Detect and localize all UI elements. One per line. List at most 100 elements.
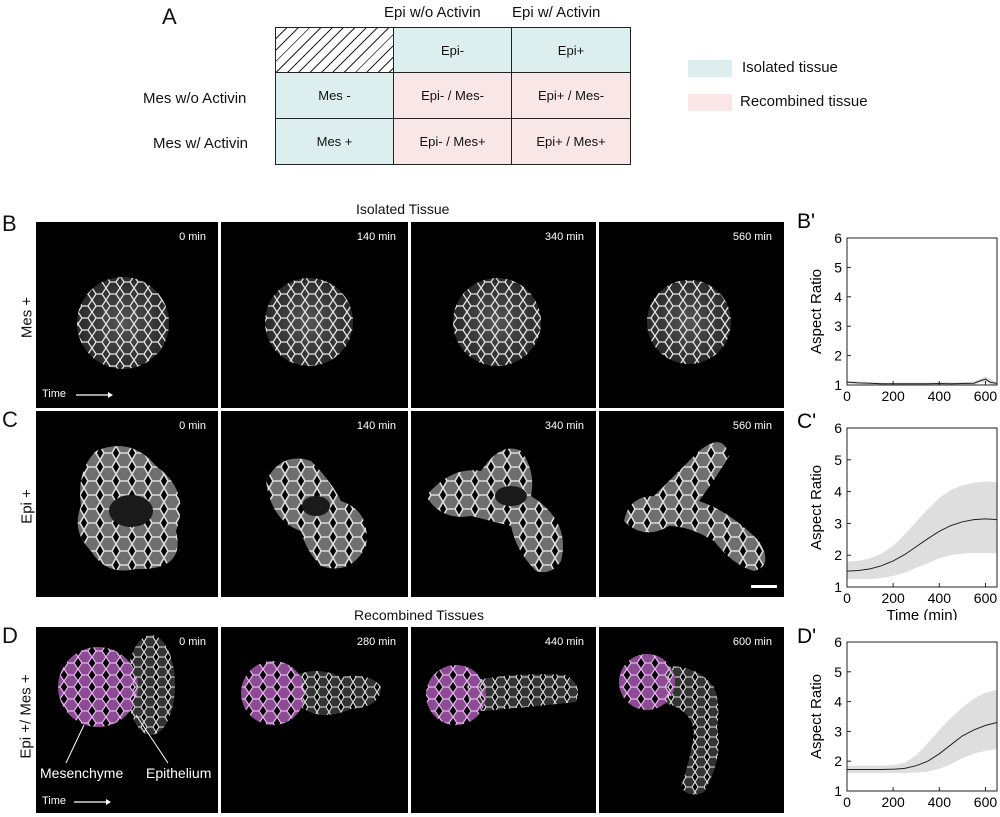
time-label-c0: 0 min [179, 420, 206, 432]
x-tick-label: 600 [974, 794, 998, 810]
y-tick-label: 1 [834, 783, 842, 799]
cell-epi-minus-mes-plus: Epi- / Mes+ [394, 119, 512, 165]
tissue-sphere-b3 [647, 280, 731, 364]
y-tick-label: 5 [834, 259, 842, 275]
tissue-epi-c3 [624, 442, 766, 571]
y-axis-label: Aspect Ratio [808, 465, 825, 550]
time-label-b1: 140 min [356, 231, 396, 243]
mean-line [846, 518, 998, 572]
x-tick-label: 0 [843, 388, 851, 404]
tissue-epi-c2 [426, 448, 563, 573]
annotation-mesenchyme: Mesenchyme [40, 765, 124, 781]
y-axis-label: Aspect Ratio [808, 269, 825, 354]
x-tick-label: 0 [843, 590, 851, 606]
tissue-recombined-d1 [241, 661, 381, 725]
time-label-d3: 600 min [732, 636, 772, 648]
image-c-140min: 140 min [221, 411, 408, 597]
row-header-mes-with-activin: Mes w/ Activin [153, 135, 249, 152]
axes-frame [846, 427, 998, 588]
panel-b-letter: B [2, 211, 17, 236]
time-label-b2: 340 min [544, 231, 584, 243]
tissue-epi-c1 [266, 458, 367, 569]
axes-frame [846, 237, 998, 386]
isolated-tissue-title: Isolated Tissue [356, 201, 450, 217]
time-arrow-icon-b [76, 392, 113, 398]
row-label-epi-plus-mes-plus: Epi +/ Mes + [17, 674, 35, 759]
y-tick-label: 3 [834, 318, 842, 334]
y-tick-label: 2 [834, 547, 842, 563]
image-b-340min: 340 min [411, 222, 596, 408]
legend-label-recombined: Recombined tissue [740, 93, 868, 110]
confidence-band [847, 376, 997, 385]
x-axis-label: Time (min) [886, 607, 957, 620]
y-tick-label: 2 [834, 753, 842, 769]
mean-line [847, 722, 998, 770]
time-label-c2: 340 min [544, 420, 584, 432]
x-tick-label: 600 [974, 388, 998, 404]
time-label-c3: 560 min [732, 420, 772, 432]
x-tick-label: 400 [928, 794, 952, 810]
x-tick-label: 400 [928, 388, 952, 404]
cell-mes-minus: Mes - [275, 73, 394, 119]
chart-panel-letter: B' [797, 210, 815, 233]
cell-epi-plus-mes-plus: Epi+ / Mes+ [512, 119, 631, 165]
table-hatched-corner [275, 27, 394, 73]
tissue-epi-c0 [77, 446, 181, 571]
time-arrow-label-b: Time [42, 388, 67, 400]
image-d-0min: 0 min Mesenchyme Epithelium Time [36, 627, 218, 813]
legend-label-isolated: Isolated tissue [742, 59, 838, 76]
y-tick-label: 5 [834, 452, 842, 468]
x-tick-label: 200 [881, 388, 905, 404]
panel-d-letter: D [2, 623, 18, 648]
legend-swatch-recombined [688, 94, 732, 111]
confidence-band [847, 481, 997, 580]
image-d-280min: 280 min [221, 627, 408, 813]
tissue-sphere-b2 [453, 278, 541, 366]
time-arrow-label-d: Time [42, 795, 67, 807]
time-label-c1: 140 min [356, 420, 396, 432]
recombined-tissues-title: Recombined Tissues [354, 607, 484, 623]
x-tick-label: 400 [928, 590, 952, 606]
y-tick-label: 1 [834, 579, 842, 595]
y-tick-label: 1 [834, 377, 842, 393]
time-label-d1: 280 min [356, 636, 396, 648]
axes-frame [846, 641, 998, 792]
chart-d-prime: D' 1 2 3 4 5 6 0 200 400 600 Aspect Ratio [797, 625, 998, 810]
annotation-epithelium: Epithelium [146, 765, 212, 781]
image-c-560min: 560 min [599, 411, 784, 597]
image-c-340min: 340 min [411, 411, 596, 597]
image-b-0min: 0 min Time [36, 222, 218, 408]
tissue-recombined-d3 [619, 654, 719, 795]
cell-epi-plus: Epi+ [512, 27, 631, 73]
row-label-mes-plus: Mes + [18, 296, 36, 339]
row-label-epi-plus: Epi + [18, 489, 36, 524]
condition-table: Epi- Epi+ Mes - Epi- / Mes- Epi+ / Mes- … [275, 27, 631, 165]
time-label-b3: 560 min [732, 231, 772, 243]
confidence-band [847, 689, 997, 774]
time-label-b0: 0 min [179, 231, 206, 243]
y-tick-label: 3 [834, 515, 842, 531]
y-axis-label: Aspect Ratio [808, 674, 825, 759]
image-b-560min: 560 min [599, 222, 784, 408]
time-label-d0: 0 min [179, 636, 206, 648]
scale-bar [751, 585, 777, 588]
chart-panel-letter: D' [797, 625, 816, 648]
cell-epi-minus-mes-minus: Epi- / Mes- [394, 73, 512, 119]
x-tick-label: 0 [843, 794, 851, 810]
image-d-600min: 600 min [599, 627, 784, 813]
panel-a-letter: A [162, 4, 177, 29]
y-tick-label: 4 [834, 484, 842, 500]
y-tick-label: 6 [834, 634, 842, 650]
cell-epi-minus: Epi- [394, 27, 512, 73]
image-c-0min: 0 min [36, 411, 218, 597]
y-tick-label: 4 [834, 289, 842, 305]
x-tick-label: 200 [881, 794, 905, 810]
col-header-epi-with-activin: Epi w/ Activin [512, 4, 601, 21]
chart-c-prime: C' 1 2 3 4 5 6 0 200 400 600 Aspect Ratio Time (min) [797, 410, 998, 620]
time-label-d2: 440 min [544, 636, 584, 648]
y-tick-label: 6 [834, 420, 842, 436]
time-arrow-icon-d [74, 799, 111, 805]
y-tick-label: 2 [834, 348, 842, 364]
cell-epi-plus-mes-minus: Epi+ / Mes- [512, 73, 631, 119]
image-b-140min: 140 min [221, 222, 408, 408]
